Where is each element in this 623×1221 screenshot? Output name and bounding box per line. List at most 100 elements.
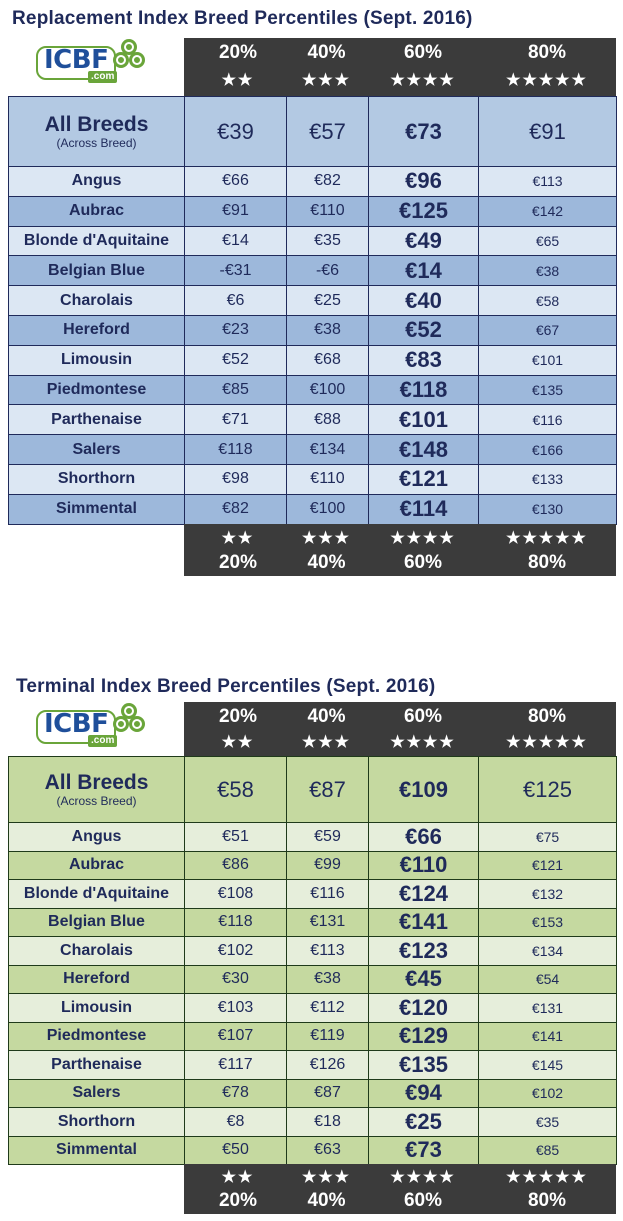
- pct-label: 20%: [218, 552, 258, 573]
- pct-label: 80%: [527, 706, 567, 727]
- terminal-title: Terminal Index Breed Percentiles (Sept. …: [16, 676, 436, 697]
- percentile-value: €51: [184, 822, 287, 852]
- all-breeds-value: €125: [478, 756, 617, 823]
- percentile-value: €38: [286, 314, 369, 346]
- icbf-logo: ICBF .com: [36, 38, 146, 86]
- pct-label: 40%: [307, 706, 346, 727]
- table-row: Blonde d'Aquitaine €14 €35 €49 €65: [8, 225, 617, 257]
- pct-label: 40%: [307, 552, 346, 573]
- percentile-value: €113: [478, 166, 617, 197]
- star-rating: ★★★: [301, 72, 352, 89]
- percentile-value: €78: [184, 1078, 287, 1108]
- pct-label: 60%: [403, 706, 443, 727]
- all-breeds-label: All Breeds (Across Breed): [8, 756, 185, 823]
- pct-label: 40%: [307, 1190, 346, 1211]
- percentile-value: €129: [368, 1021, 479, 1051]
- terminal-bottom-header: ★★ ★★★ ★★★★ ★★★★★ 20% 40% 60% 80%: [184, 1164, 616, 1214]
- breed-name: Limousin: [8, 993, 185, 1023]
- percentile-value: €67: [478, 314, 617, 346]
- percentile-value: €142: [478, 195, 617, 227]
- percentile-value: €116: [478, 404, 617, 436]
- percentile-value: €132: [478, 879, 617, 909]
- percentile-value: €110: [286, 195, 369, 227]
- percentile-value: €59: [286, 822, 369, 852]
- breed-name: Parthenaise: [8, 1050, 185, 1080]
- percentile-value: €133: [478, 463, 617, 495]
- breed-name: Blonde d'Aquitaine: [8, 225, 185, 257]
- percentile-value: €35: [478, 1107, 617, 1137]
- star-rating: ★★★: [301, 734, 352, 751]
- all-breeds-value: €91: [478, 96, 617, 167]
- percentile-value: €141: [368, 907, 479, 937]
- breed-name: Aubrac: [8, 850, 185, 880]
- percentile-value: €88: [286, 404, 369, 436]
- table-row: Shorthorn €8 €18 €25 €35: [8, 1107, 617, 1137]
- percentile-value: €91: [184, 195, 287, 227]
- percentile-value: €131: [478, 993, 617, 1023]
- table-row: Piedmontese €107 €119 €129 €141: [8, 1021, 617, 1051]
- percentile-value: €145: [478, 1050, 617, 1080]
- percentile-value: €63: [286, 1135, 369, 1165]
- all-breeds-row: All Breeds (Across Breed) €58 €87 €109 €125: [8, 756, 617, 823]
- percentile-value: €49: [368, 225, 479, 257]
- percentile-value: €102: [184, 936, 287, 966]
- terminal-table: All Breeds (Across Breed) €58 €87 €109 €125 An…: [8, 756, 617, 1165]
- percentile-value: €14: [368, 255, 479, 287]
- percentile-value: €73: [368, 1135, 479, 1165]
- all-breeds-value: €58: [184, 756, 287, 823]
- replacement-table: All Breeds (Across Breed) €39 €57 €73 €91 Angu…: [8, 96, 617, 525]
- table-row: Limousin €52 €68 €83 €101: [8, 344, 617, 376]
- percentile-value: €25: [286, 285, 369, 316]
- breed-name: Hereford: [8, 964, 185, 994]
- breed-name: Piedmontese: [8, 374, 185, 406]
- percentile-value: €166: [478, 434, 617, 465]
- pct-label: 80%: [527, 552, 567, 573]
- breed-name: Charolais: [8, 285, 185, 316]
- percentile-value: €101: [478, 344, 617, 376]
- percentile-value: €25: [368, 1107, 479, 1137]
- star-rating: ★★: [221, 72, 255, 89]
- breed-name: Simmental: [8, 493, 185, 525]
- percentile-value: €6: [184, 285, 287, 316]
- percentile-value: -€31: [184, 255, 287, 287]
- percentile-value: €118: [368, 374, 479, 406]
- percentile-value: €114: [368, 493, 479, 525]
- percentile-value: €125: [368, 195, 479, 227]
- table-row: Simmental €82 €100 €114 €130: [8, 493, 617, 525]
- table-row: Angus €51 €59 €66 €75: [8, 822, 617, 852]
- star-rating: ★★★★★: [506, 734, 588, 751]
- table-row: Belgian Blue -€31 -€6 €14 €38: [8, 255, 617, 287]
- percentile-value: €153: [478, 907, 617, 937]
- percentile-value: €117: [184, 1050, 287, 1080]
- percentile-value: €35: [286, 225, 369, 257]
- percentile-value: €18: [286, 1107, 369, 1137]
- percentile-value: €45: [368, 964, 479, 994]
- breed-name: Piedmontese: [8, 1021, 185, 1051]
- star-rating: ★★: [221, 1169, 255, 1186]
- breed-name: Shorthorn: [8, 463, 185, 495]
- star-rating: ★★★★★: [506, 72, 588, 89]
- percentile-value: €108: [184, 879, 287, 909]
- percentile-value: €14: [184, 225, 287, 257]
- pct-label: 80%: [527, 1190, 567, 1211]
- terminal-top-header: 20% 40% 60% 80% ★★ ★★★ ★★★★ ★★★★★: [184, 702, 616, 756]
- all-breeds-name: All Breeds: [44, 770, 149, 794]
- percentile-value: €52: [368, 314, 479, 346]
- breed-name: Salers: [8, 434, 185, 465]
- replacement-bottom-header: ★★ ★★★ ★★★★ ★★★★★ 20% 40% 60% 80%: [184, 524, 616, 576]
- percentile-value: €58: [478, 285, 617, 316]
- star-rating: ★★: [221, 734, 255, 751]
- table-row: Simmental €50 €63 €73 €85: [8, 1135, 617, 1165]
- percentile-value: €126: [286, 1050, 369, 1080]
- star-rating: ★★★★: [390, 1169, 456, 1186]
- percentile-value: €118: [184, 434, 287, 465]
- table-row: Hereford €30 €38 €45 €54: [8, 964, 617, 994]
- all-breeds-label: All Breeds (Across Breed): [8, 96, 185, 167]
- table-row: Parthenaise €71 €88 €101 €116: [8, 404, 617, 436]
- pct-label: 40%: [307, 42, 346, 63]
- breed-name: Charolais: [8, 936, 185, 966]
- all-breeds-sub: (Across Breed): [56, 793, 137, 808]
- percentile-value: €101: [368, 404, 479, 436]
- percentile-value: €75: [478, 822, 617, 852]
- percentile-value: €121: [478, 850, 617, 880]
